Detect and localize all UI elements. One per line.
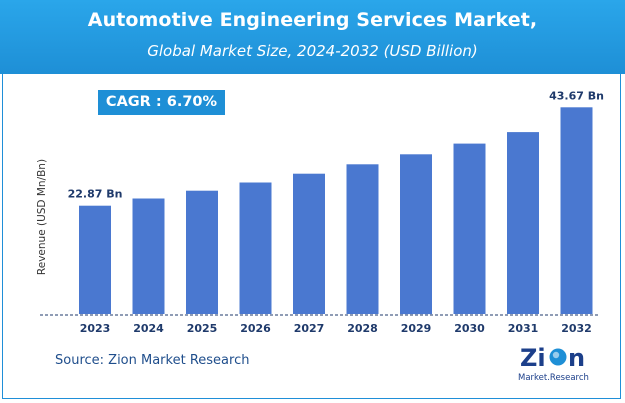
logo-wordmark: Zi [520,344,546,372]
logo-tagline: Market.Research [518,373,589,383]
bar-2029 [400,154,432,315]
bar-2028 [346,164,379,314]
svg-text:n: n [568,344,585,372]
x-tick-2028: 2028 [347,322,378,335]
source-note: Source: Zion Market Research [55,353,250,368]
bar-2025 [186,190,218,314]
x-tick-2024: 2024 [133,322,164,335]
x-tick-2025: 2025 [187,322,218,335]
x-tick-2031: 2031 [508,322,539,335]
chart-subtitle: Global Market Size, 2024-2032 (USD Billi… [147,42,478,60]
x-tick-labels: 2023 2024 2025 2026 2027 2028 2029 2030 2031 2032 [80,322,592,335]
x-tick-2032: 2032 [561,322,592,335]
bar-2030 [453,143,486,314]
x-tick-2023: 2023 [80,322,111,335]
chart-header: Automotive Engineering Services Market, … [0,0,625,74]
x-tick-2030: 2030 [454,322,485,335]
bar-2031 [507,132,539,314]
bar-2027 [293,173,325,314]
data-label-2032: 43.67 Bn [549,89,604,102]
bars-group: 22.87 Bn 43.67 Bn [68,89,604,315]
x-tick-2029: 2029 [401,322,432,335]
data-label-2023: 22.87 Bn [68,188,123,201]
bar-2026 [239,182,272,314]
y-axis-label: Revenue (USD Mn/Bn) [36,159,48,275]
zion-logo: Zi n Market.Research [518,344,589,383]
bar-2024 [132,198,165,314]
chart-title: Automotive Engineering Services Market, [87,9,538,31]
bar-2032 [560,107,593,314]
x-tick-2026: 2026 [240,322,271,335]
bar-2023 [79,205,111,314]
cagr-badge: CAGR : 6.70% [98,90,225,115]
x-tick-2027: 2027 [294,322,325,335]
